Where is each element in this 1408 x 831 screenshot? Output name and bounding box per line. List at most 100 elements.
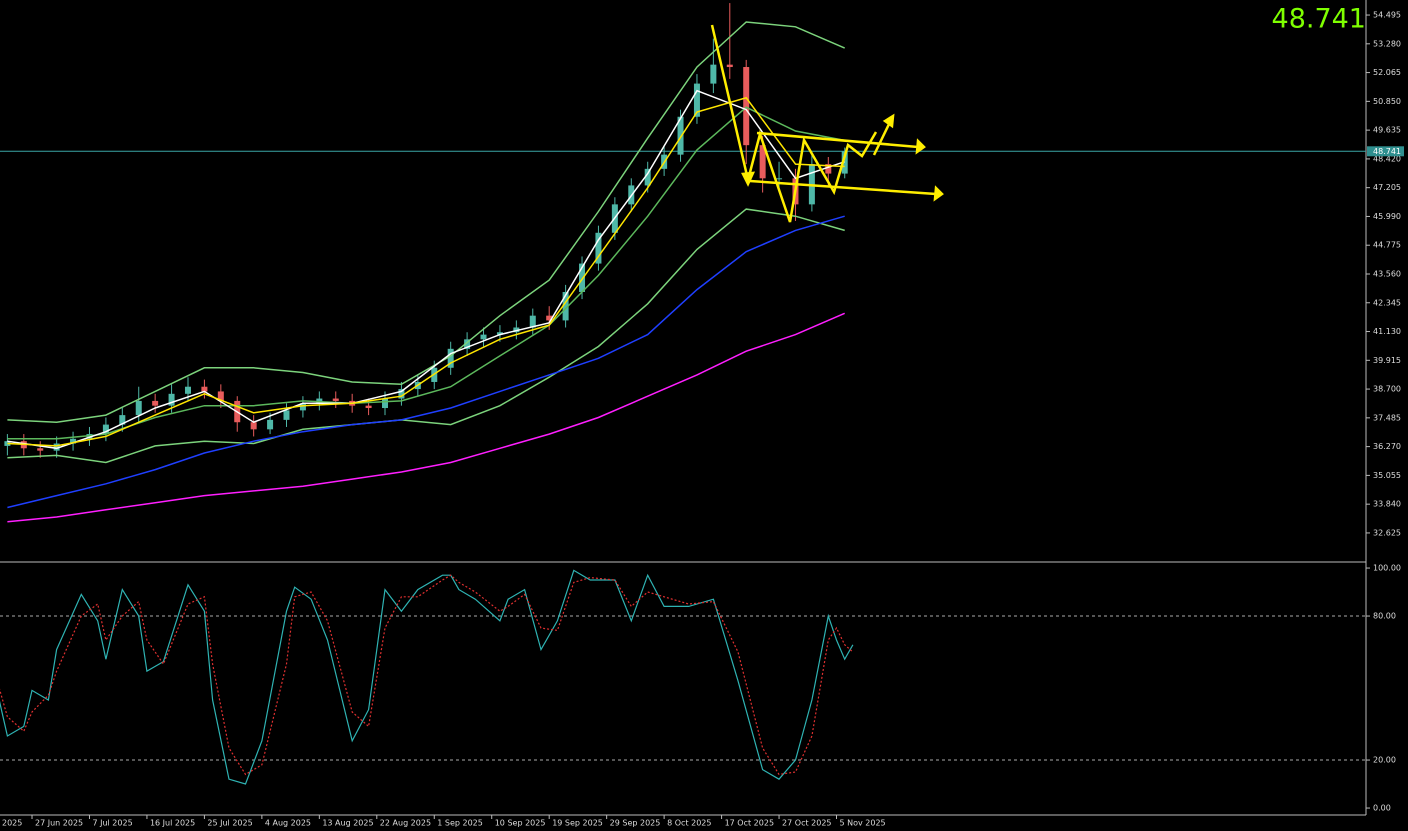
breakout-arrow <box>872 121 892 156</box>
candle-body <box>37 448 44 451</box>
y-tick-label: 35.055 <box>1373 471 1401 480</box>
current-price-big: 48.741 <box>1272 4 1366 35</box>
y-tick-label: 38.700 <box>1373 385 1401 394</box>
candle-body <box>759 145 766 179</box>
indicator-line <box>7 106 845 440</box>
candle-body <box>283 410 290 420</box>
y-tick-label: 48.420 <box>1373 154 1401 163</box>
y-tick-label: 41.130 <box>1373 327 1401 336</box>
y-tick-label: 80.00 <box>1373 612 1396 621</box>
candle-body <box>168 393 175 406</box>
indicator-line <box>7 96 845 447</box>
y-tick-label: 43.560 <box>1373 269 1401 278</box>
y-tick-label: 100.00 <box>1373 564 1401 573</box>
candle-body <box>496 332 503 335</box>
x-tick-label: 1 Sep 2025 <box>437 819 483 828</box>
candle-body <box>546 315 553 321</box>
candle-body <box>250 422 257 430</box>
x-tick-label: 5 Nov 2025 <box>840 819 886 828</box>
candle-body <box>4 441 11 446</box>
candle-body <box>365 405 372 409</box>
indicator-line <box>7 312 845 523</box>
x-tick-label: 4 Aug 2025 <box>265 819 311 828</box>
candle-body <box>776 178 783 180</box>
x-tick-label: 7 Jul 2025 <box>92 819 132 828</box>
y-tick-label: 39.915 <box>1373 356 1401 365</box>
y-tick-label: 52.065 <box>1373 68 1401 77</box>
indicator-line <box>7 208 845 464</box>
y-tick-label: 47.205 <box>1373 183 1401 192</box>
candle-body <box>825 164 832 174</box>
y-tick-label: 37.485 <box>1373 413 1401 422</box>
x-tick-label: 13 Aug 2025 <box>322 819 373 828</box>
candle-body <box>217 391 224 401</box>
candle-body <box>267 419 274 430</box>
candle-body <box>644 168 651 186</box>
candle-body <box>382 398 389 409</box>
candle-body <box>595 232 602 264</box>
candle-body <box>316 398 323 404</box>
candle-body <box>70 438 77 444</box>
trend-line-lower <box>749 179 937 196</box>
price-tag <box>1367 146 1404 157</box>
indicator-line <box>7 21 845 423</box>
candle-body <box>447 348 454 368</box>
candle-body <box>710 64 717 84</box>
oscillator-line <box>0 574 854 776</box>
candle-body <box>201 386 208 392</box>
candle-body <box>102 424 109 435</box>
candle-body <box>398 389 405 399</box>
x-tick-label: 27 Oct 2025 <box>782 819 831 828</box>
x-tick-label: 29 Sep 2025 <box>610 819 661 828</box>
y-tick-label: 33.840 <box>1373 500 1401 509</box>
candle-body <box>184 386 191 394</box>
x-tick-label: 2025 <box>2 819 22 828</box>
candle-body <box>53 443 60 451</box>
y-tick-label: 45.990 <box>1373 212 1401 221</box>
arrow-head <box>915 138 926 155</box>
y-tick-label: 50.850 <box>1373 97 1401 106</box>
price-tag-label: 48.741 <box>1373 147 1401 156</box>
x-tick-label: 8 Oct 2025 <box>667 819 711 828</box>
arrow-head <box>741 171 756 187</box>
pattern-annotation <box>710 24 944 223</box>
candle-body <box>119 415 126 425</box>
candle-body <box>135 400 142 416</box>
y-tick-label: 54.495 <box>1373 11 1401 20</box>
candle-body <box>513 327 520 333</box>
candle-body <box>726 64 733 68</box>
x-tick-label: 10 Sep 2025 <box>495 819 546 828</box>
candle-body <box>152 400 159 406</box>
candle-body <box>299 403 306 411</box>
candle-body <box>743 67 750 146</box>
candle-body <box>480 334 487 340</box>
trend-line-upper <box>756 131 919 149</box>
x-tick-label: 27 Jun 2025 <box>35 819 83 828</box>
candle-body <box>693 83 700 117</box>
x-tick-label: 19 Sep 2025 <box>552 819 603 828</box>
zigzag <box>710 24 878 223</box>
oscillator-line <box>0 569 854 785</box>
y-tick-label: 20.00 <box>1373 756 1396 765</box>
y-tick-label: 53.280 <box>1373 39 1401 48</box>
y-tick-label: 36.270 <box>1373 442 1401 451</box>
y-tick-label: 49.635 <box>1373 126 1401 135</box>
y-tick-label: 0.00 <box>1373 804 1391 813</box>
indicator-line <box>7 89 845 450</box>
x-tick-label: 22 Aug 2025 <box>380 819 431 828</box>
arrow-head <box>933 185 944 202</box>
candle-body <box>562 291 569 321</box>
y-tick-label: 44.775 <box>1373 241 1401 250</box>
arrow-head <box>882 113 895 129</box>
indicator-line <box>7 215 845 509</box>
candle-body <box>529 315 536 328</box>
candle-body <box>677 116 684 155</box>
x-tick-label: 25 Jul 2025 <box>207 819 252 828</box>
candle-body <box>332 398 339 401</box>
x-tick-label: 17 Oct 2025 <box>725 819 774 828</box>
y-tick-label: 32.625 <box>1373 528 1401 537</box>
candle-body <box>464 339 471 349</box>
